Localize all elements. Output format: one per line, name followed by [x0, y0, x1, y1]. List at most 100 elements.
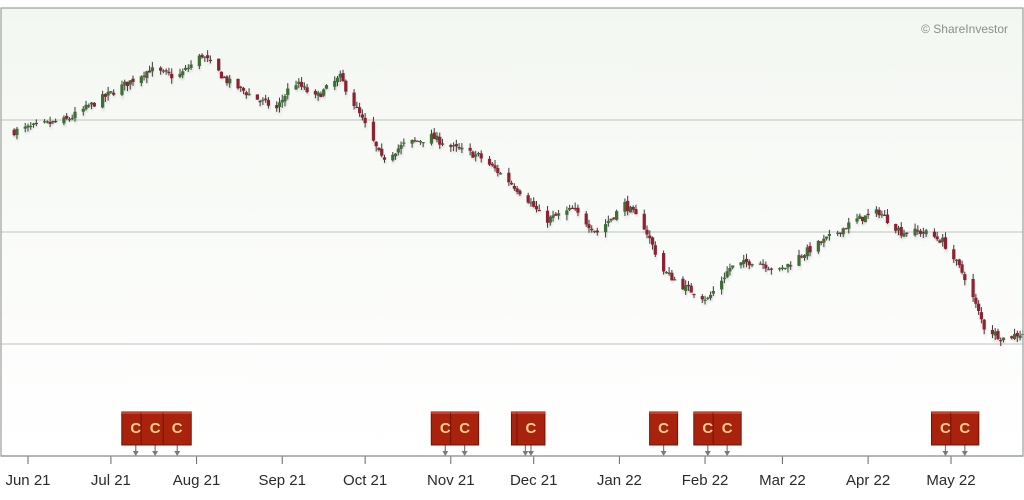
- candle: [92, 102, 96, 107]
- candle: [377, 147, 381, 152]
- candle: [742, 254, 746, 268]
- candle: [29, 122, 33, 130]
- candle: [125, 81, 130, 92]
- candle: [241, 86, 246, 95]
- candle: [971, 273, 975, 302]
- candle: [758, 261, 762, 265]
- candle: [449, 143, 453, 152]
- x-tick-label: May 22: [926, 472, 975, 489]
- candle: [161, 69, 166, 74]
- candle: [899, 222, 903, 239]
- candle: [507, 167, 511, 186]
- event-marker[interactable]: C: [649, 411, 679, 456]
- event-marker[interactable]: C: [162, 411, 192, 456]
- candle: [874, 206, 878, 217]
- candle: [147, 65, 152, 73]
- watermark: © ShareInvestor: [921, 22, 1008, 36]
- candle: [626, 195, 630, 216]
- event-marker-label: C: [702, 420, 713, 437]
- candle: [789, 261, 793, 270]
- candle: [479, 150, 483, 163]
- candle: [286, 83, 290, 100]
- candle: [81, 106, 85, 116]
- candle: [341, 69, 345, 82]
- candle: [932, 228, 937, 239]
- candle: [913, 223, 917, 237]
- event-marker[interactable]: C: [712, 411, 742, 456]
- candle: [51, 120, 55, 125]
- candle: [783, 267, 787, 270]
- candle: [112, 89, 116, 97]
- candle: [471, 150, 475, 158]
- candle: [280, 94, 284, 108]
- event-marker-label: C: [459, 420, 470, 437]
- candle: [703, 295, 707, 305]
- candle: [416, 140, 420, 143]
- candle: [902, 229, 906, 238]
- candle: [15, 126, 19, 140]
- candle: [421, 142, 425, 148]
- event-marker[interactable]: C: [516, 411, 546, 456]
- candle: [921, 227, 925, 239]
- candle: [722, 272, 726, 284]
- event-marker[interactable]: C: [450, 411, 480, 456]
- candle: [322, 88, 326, 97]
- candle: [974, 293, 978, 308]
- candle: [554, 212, 558, 216]
- candle: [440, 138, 445, 147]
- candle: [316, 90, 320, 101]
- candle: [664, 271, 668, 274]
- candle: [919, 228, 923, 237]
- candle: [786, 263, 790, 273]
- candle: [225, 75, 229, 86]
- candle: [266, 97, 271, 109]
- candle: [1010, 335, 1014, 340]
- candle: [728, 263, 732, 276]
- candle: [800, 254, 804, 259]
- candle: [189, 60, 193, 70]
- candle: [731, 265, 735, 270]
- candle: [661, 250, 666, 275]
- candle: [935, 231, 939, 242]
- candle: [454, 139, 458, 152]
- candle: [603, 219, 608, 238]
- candle: [529, 198, 533, 207]
- candle: [333, 76, 337, 91]
- candle: [159, 66, 163, 75]
- candle: [206, 50, 210, 63]
- candle: [208, 55, 212, 64]
- candle: [145, 70, 149, 84]
- candle: [120, 80, 124, 97]
- candle: [686, 281, 691, 292]
- candle: [916, 225, 920, 235]
- candle: [645, 225, 649, 239]
- candle: [706, 296, 710, 301]
- x-tick-label: Aug 21: [173, 472, 221, 489]
- event-marker-label: C: [658, 420, 669, 437]
- candle: [609, 218, 613, 223]
- candle: [700, 294, 704, 304]
- candle: [297, 78, 301, 89]
- candle: [885, 209, 890, 225]
- candle: [778, 267, 782, 272]
- candle: [203, 56, 207, 62]
- candle: [65, 113, 69, 120]
- candle: [335, 75, 340, 87]
- candle: [534, 200, 539, 213]
- candle: [275, 101, 279, 112]
- candle: [860, 216, 865, 225]
- candle: [490, 162, 494, 167]
- candle: [228, 74, 232, 88]
- event-marker[interactable]: C: [950, 411, 980, 456]
- candle: [518, 189, 522, 196]
- candle: [825, 236, 829, 241]
- candle: [139, 75, 143, 87]
- candle: [1012, 328, 1017, 340]
- candle: [565, 206, 569, 221]
- candle: [468, 143, 472, 156]
- candle: [410, 139, 414, 148]
- candle: [498, 172, 503, 175]
- candle: [526, 192, 530, 204]
- candle: [808, 242, 812, 257]
